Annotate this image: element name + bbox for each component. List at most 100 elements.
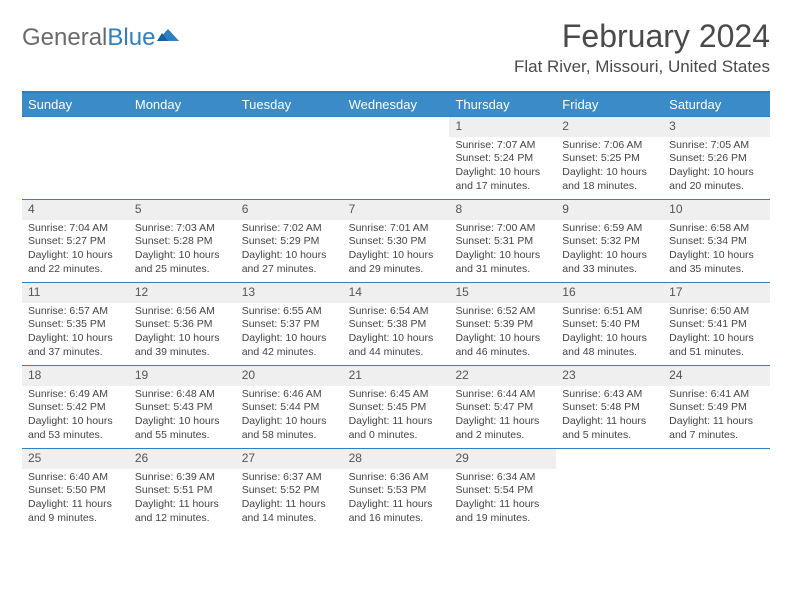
day-body: Sunrise: 6:39 AMSunset: 5:51 PMDaylight:… [129, 469, 236, 530]
day-cell: 27Sunrise: 6:37 AMSunset: 5:52 PMDayligh… [236, 449, 343, 531]
day-line-ss: Sunset: 5:42 PM [28, 401, 123, 415]
day-number: 25 [22, 449, 129, 469]
day-number: 17 [663, 283, 770, 303]
day-line-d1: Daylight: 10 hours [28, 249, 123, 263]
day-number: 16 [556, 283, 663, 303]
weekday-header: Saturday [663, 93, 770, 116]
day-cell: .. [236, 117, 343, 199]
weeks-container: ........1Sunrise: 7:07 AMSunset: 5:24 PM… [22, 116, 770, 531]
day-cell: 2Sunrise: 7:06 AMSunset: 5:25 PMDaylight… [556, 117, 663, 199]
day-cell: 4Sunrise: 7:04 AMSunset: 5:27 PMDaylight… [22, 200, 129, 282]
day-number: 18 [22, 366, 129, 386]
day-line-d2: and 35 minutes. [669, 263, 764, 277]
day-number: 28 [343, 449, 450, 469]
day-line-d1: Daylight: 11 hours [242, 498, 337, 512]
week-row: 11Sunrise: 6:57 AMSunset: 5:35 PMDayligh… [22, 282, 770, 365]
day-line-ss: Sunset: 5:49 PM [669, 401, 764, 415]
day-cell: 18Sunrise: 6:49 AMSunset: 5:42 PMDayligh… [22, 366, 129, 448]
day-line-sr: Sunrise: 6:46 AM [242, 388, 337, 402]
day-cell: 26Sunrise: 6:39 AMSunset: 5:51 PMDayligh… [129, 449, 236, 531]
day-line-sr: Sunrise: 7:07 AM [455, 139, 550, 153]
weekday-header: Tuesday [236, 93, 343, 116]
day-line-d1: Daylight: 10 hours [562, 166, 657, 180]
day-number: 15 [449, 283, 556, 303]
day-line-d2: and 39 minutes. [135, 346, 230, 360]
day-body: Sunrise: 6:55 AMSunset: 5:37 PMDaylight:… [236, 303, 343, 364]
day-number: 27 [236, 449, 343, 469]
weekday-header: Monday [129, 93, 236, 116]
day-number: 1 [449, 117, 556, 137]
day-line-d1: Daylight: 10 hours [242, 415, 337, 429]
day-line-d2: and 22 minutes. [28, 263, 123, 277]
day-body: Sunrise: 7:01 AMSunset: 5:30 PMDaylight:… [343, 220, 450, 281]
day-number: 22 [449, 366, 556, 386]
day-cell: 1Sunrise: 7:07 AMSunset: 5:24 PMDaylight… [449, 117, 556, 199]
location-text: Flat River, Missouri, United States [514, 57, 770, 77]
day-cell: 16Sunrise: 6:51 AMSunset: 5:40 PMDayligh… [556, 283, 663, 365]
day-body: Sunrise: 6:43 AMSunset: 5:48 PMDaylight:… [556, 386, 663, 447]
day-line-sr: Sunrise: 6:43 AM [562, 388, 657, 402]
day-cell: 7Sunrise: 7:01 AMSunset: 5:30 PMDaylight… [343, 200, 450, 282]
day-line-ss: Sunset: 5:34 PM [669, 235, 764, 249]
day-line-ss: Sunset: 5:25 PM [562, 152, 657, 166]
day-line-ss: Sunset: 5:43 PM [135, 401, 230, 415]
day-body: Sunrise: 6:44 AMSunset: 5:47 PMDaylight:… [449, 386, 556, 447]
day-body: Sunrise: 6:36 AMSunset: 5:53 PMDaylight:… [343, 469, 450, 530]
day-number: 12 [129, 283, 236, 303]
day-line-d2: and 0 minutes. [349, 429, 444, 443]
day-body: Sunrise: 6:57 AMSunset: 5:35 PMDaylight:… [22, 303, 129, 364]
day-number: 5 [129, 200, 236, 220]
day-number: 9 [556, 200, 663, 220]
day-cell: 22Sunrise: 6:44 AMSunset: 5:47 PMDayligh… [449, 366, 556, 448]
day-cell: .. [663, 449, 770, 531]
title-block: February 2024 Flat River, Missouri, Unit… [514, 18, 770, 87]
day-line-d2: and 33 minutes. [562, 263, 657, 277]
weekday-row: SundayMondayTuesdayWednesdayThursdayFrid… [22, 93, 770, 116]
day-line-d1: Daylight: 10 hours [455, 332, 550, 346]
day-cell: 17Sunrise: 6:50 AMSunset: 5:41 PMDayligh… [663, 283, 770, 365]
day-line-d2: and 5 minutes. [562, 429, 657, 443]
day-line-ss: Sunset: 5:36 PM [135, 318, 230, 332]
day-cell: .. [22, 117, 129, 199]
day-line-d2: and 19 minutes. [455, 512, 550, 526]
day-line-d1: Daylight: 10 hours [562, 249, 657, 263]
day-number: 20 [236, 366, 343, 386]
day-line-ss: Sunset: 5:52 PM [242, 484, 337, 498]
brand-part2: Blue [107, 24, 155, 52]
day-body: Sunrise: 6:56 AMSunset: 5:36 PMDaylight:… [129, 303, 236, 364]
day-line-ss: Sunset: 5:53 PM [349, 484, 444, 498]
day-cell: 19Sunrise: 6:48 AMSunset: 5:43 PMDayligh… [129, 366, 236, 448]
day-line-sr: Sunrise: 7:05 AM [669, 139, 764, 153]
day-line-sr: Sunrise: 6:54 AM [349, 305, 444, 319]
day-body: Sunrise: 7:04 AMSunset: 5:27 PMDaylight:… [22, 220, 129, 281]
day-cell: 14Sunrise: 6:54 AMSunset: 5:38 PMDayligh… [343, 283, 450, 365]
day-line-ss: Sunset: 5:51 PM [135, 484, 230, 498]
day-line-sr: Sunrise: 6:34 AM [455, 471, 550, 485]
day-line-ss: Sunset: 5:27 PM [28, 235, 123, 249]
day-number: 3 [663, 117, 770, 137]
day-line-sr: Sunrise: 6:55 AM [242, 305, 337, 319]
day-number: 21 [343, 366, 450, 386]
day-body: Sunrise: 6:51 AMSunset: 5:40 PMDaylight:… [556, 303, 663, 364]
day-line-sr: Sunrise: 6:48 AM [135, 388, 230, 402]
brand-logo: GeneralBlue [22, 24, 179, 52]
day-body: Sunrise: 6:46 AMSunset: 5:44 PMDaylight:… [236, 386, 343, 447]
day-line-d1: Daylight: 10 hours [349, 249, 444, 263]
day-number: 11 [22, 283, 129, 303]
day-line-d2: and 2 minutes. [455, 429, 550, 443]
day-number: 14 [343, 283, 450, 303]
day-line-d1: Daylight: 10 hours [455, 166, 550, 180]
day-line-sr: Sunrise: 6:45 AM [349, 388, 444, 402]
day-line-ss: Sunset: 5:35 PM [28, 318, 123, 332]
weekday-header: Friday [556, 93, 663, 116]
day-line-d2: and 9 minutes. [28, 512, 123, 526]
day-line-d1: Daylight: 10 hours [669, 332, 764, 346]
day-line-d2: and 37 minutes. [28, 346, 123, 360]
day-number: 29 [449, 449, 556, 469]
day-cell: 21Sunrise: 6:45 AMSunset: 5:45 PMDayligh… [343, 366, 450, 448]
day-cell: .. [556, 449, 663, 531]
day-number: 10 [663, 200, 770, 220]
day-body: Sunrise: 6:54 AMSunset: 5:38 PMDaylight:… [343, 303, 450, 364]
day-body: Sunrise: 6:59 AMSunset: 5:32 PMDaylight:… [556, 220, 663, 281]
day-number: 13 [236, 283, 343, 303]
